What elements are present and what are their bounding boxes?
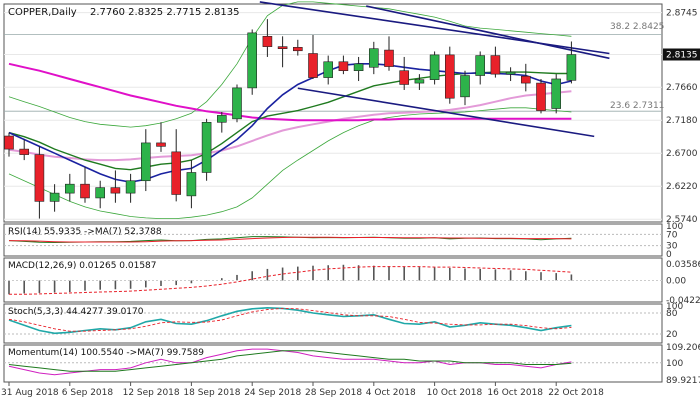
bear-candle — [110, 187, 121, 194]
pink-ma-line — [8, 90, 572, 162]
stoch-panel — [3, 303, 663, 344]
price-tick-label: 2.6220 — [666, 182, 698, 192]
bull-candle — [460, 75, 470, 98]
bear-candle — [292, 47, 303, 52]
bear-candle — [156, 142, 166, 147]
momentum-ma-line — [8, 350, 572, 372]
bull-candle — [186, 172, 197, 197]
rsi-tick-label: 100 — [666, 222, 683, 232]
last-price-text: 2.8135 — [666, 51, 698, 61]
magenta-ma-line — [8, 62, 572, 122]
price-tick-label: 2.5740 — [666, 215, 698, 225]
bear-candle — [520, 75, 531, 84]
rsi-tick-label: 30 — [666, 242, 678, 252]
bull-candle — [429, 54, 440, 80]
symbol-label: COPPER,Daily — [8, 7, 77, 18]
bull-candle — [232, 87, 242, 120]
x-tick-label: 18 Sep 2018 — [183, 388, 240, 398]
bear-candle — [34, 154, 45, 202]
x-tick-label: 10 Oct 2018 — [427, 388, 483, 398]
price-series — [4, 1, 662, 220]
bear-candle — [4, 135, 14, 150]
momentum-tick-label: 109.2066 — [666, 343, 700, 353]
bollinger-lower-line — [8, 107, 572, 220]
macd-tick-label: 0.03586 — [666, 260, 700, 270]
rsi-label: RSI(14) 55.9335 ->MA(7) 52.3788 — [8, 227, 162, 237]
macd-tick-label: -0.04225 — [666, 296, 700, 306]
bear-candle — [19, 148, 30, 155]
bull-candle — [475, 55, 486, 76]
bull-candle — [125, 180, 136, 194]
stoch-label: Stoch(5,3,3) 44.4277 39.0170 — [8, 307, 144, 317]
macd-signal-line — [9, 266, 572, 295]
channel-trendline — [297, 87, 595, 138]
stoch-k-line — [8, 306, 572, 335]
x-tick-label: 22 Oct 2018 — [548, 388, 604, 398]
bull-candle — [353, 63, 364, 72]
macd-tick-label: 0.00 — [666, 276, 686, 286]
channel-trendline — [259, 1, 610, 55]
bull-candle — [368, 48, 379, 68]
price-tick-label: 2.7660 — [666, 83, 698, 93]
bull-candle — [323, 61, 334, 78]
last-price-tag — [663, 48, 700, 61]
x-tick-label: 24 Sep 2018 — [244, 388, 301, 398]
x-tick-label: 12 Sep 2018 — [123, 388, 180, 398]
price-tick-label: 2.7180 — [666, 116, 698, 126]
bear-candle — [399, 70, 410, 85]
bull-candle — [141, 142, 151, 182]
channel-trendline — [366, 5, 610, 60]
rsi-panel — [3, 223, 663, 257]
bull-candle — [566, 54, 577, 81]
fib-low-label: 23.6 2.7311 — [610, 101, 664, 111]
x-tick-label: 31 Aug 2018 — [1, 388, 59, 398]
momentum-tick-label: 89.9217 — [666, 376, 700, 386]
bear-candle — [308, 53, 318, 78]
bear-candle — [277, 46, 288, 50]
bull-candle — [551, 78, 562, 109]
indicator-series — [4, 233, 662, 376]
bear-candle — [444, 54, 455, 99]
bear-candle — [171, 151, 181, 195]
x-tick-label: 16 Oct 2018 — [487, 388, 543, 398]
bull-candle — [201, 121, 212, 173]
fib-high-label: 38.2 2.8425 — [610, 22, 664, 32]
momentum-panel — [3, 344, 663, 383]
price-tick-label: 2.6700 — [666, 149, 698, 159]
bear-candle — [490, 55, 501, 75]
bull-candle — [414, 79, 425, 84]
x-tick-label: 4 Oct 2018 — [366, 388, 416, 398]
stoch-tick-label: 80 — [666, 309, 678, 319]
rsi-tick-label: 70 — [666, 230, 678, 240]
bull-candle — [505, 71, 516, 75]
momentum-label: Momentum(14) 100.5540 ->MA(7) 99.7589 — [8, 348, 204, 358]
price-tick-label: 2.8745 — [666, 9, 698, 19]
bull-candle — [247, 32, 257, 89]
axis-labels: 2.8745 2.8135 2.7660 2.7180 2.6700 2.6220 2.57… — [1, 9, 700, 398]
ohlc-readout: 2.7760 2.8325 2.7715 2.8135 — [90, 7, 240, 18]
x-tick-label: 6 Sep 2018 — [62, 388, 114, 398]
macd-label: MACD(12,26,9) 0.01265 0.01587 — [8, 261, 157, 271]
stoch-tick-label: 20 — [666, 330, 678, 340]
bull-candle — [95, 187, 105, 199]
bear-candle — [338, 61, 349, 72]
bear-candle — [80, 183, 90, 199]
bear-candle — [384, 49, 394, 67]
bear-candle — [536, 82, 546, 111]
bull-candle — [49, 192, 60, 202]
stoch-tick-label: 100 — [666, 302, 683, 312]
rsi-ma-line — [8, 236, 572, 243]
bollinger-upper-line — [8, 1, 572, 128]
x-tick-label: 28 Sep 2018 — [305, 388, 362, 398]
momentum-tick-label: 100 — [666, 359, 683, 369]
bull-candle — [217, 115, 227, 123]
bull-candle — [65, 183, 75, 194]
bear-candle — [262, 36, 273, 47]
rsi-tick-label: 0 — [666, 250, 672, 260]
